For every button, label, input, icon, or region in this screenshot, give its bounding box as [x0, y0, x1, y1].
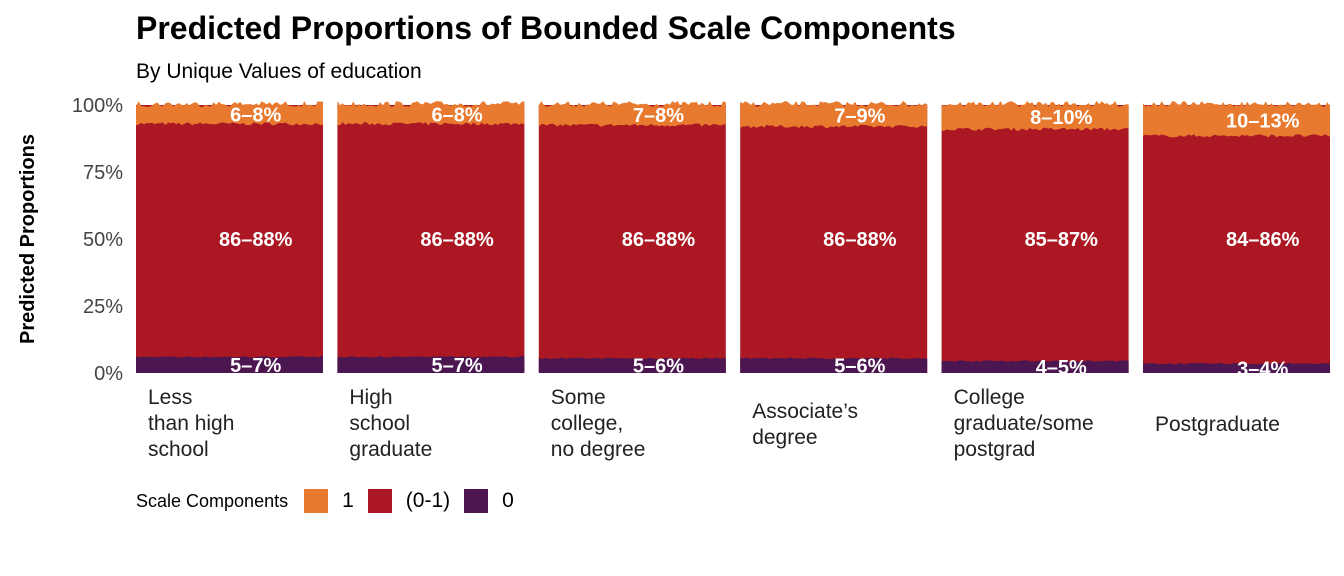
- legend-swatch-0-1: [367, 489, 392, 513]
- label-component-1: 7–9%: [834, 106, 885, 128]
- area-component-0: [538, 357, 726, 373]
- area-component-1: [538, 101, 726, 127]
- area-component-1: [740, 101, 928, 128]
- label-component-0: 3–4%: [1237, 358, 1288, 380]
- facet-panel: 8–10% 85–87% 4–5%: [941, 101, 1129, 379]
- label-component-0-1: 85–87%: [1025, 229, 1099, 251]
- label-component-0-1: 86–88%: [420, 229, 494, 251]
- facet-panel: 6–8% 86–88% 5–7%: [337, 101, 525, 377]
- legend-item-1: 1: [304, 489, 354, 513]
- facet-panel: 7–9% 86–88% 5–6%: [740, 101, 928, 378]
- legend-title: Scale Components: [136, 490, 289, 511]
- y-tick-label: 25%: [83, 296, 123, 318]
- area-component-0-1: [1143, 105, 1330, 373]
- chart-subtitle: By Unique Values of education: [136, 60, 422, 83]
- facet-label: Some college, no degree: [551, 386, 646, 461]
- facet-panel: 6–8% 86–88% 5–7%: [136, 101, 323, 377]
- label-component-0-1: 84–86%: [1226, 229, 1300, 251]
- label-component-0: 4–5%: [1036, 357, 1087, 379]
- label-component-1: 10–13%: [1226, 110, 1300, 132]
- area-component-0: [1143, 362, 1330, 373]
- y-tick-label: 100%: [72, 95, 123, 117]
- legend-swatch-1: [304, 489, 329, 513]
- area-component-0: [740, 357, 928, 373]
- facet-label: Postgraduate: [1155, 413, 1280, 436]
- legend-label-0-1: (0-1): [405, 489, 451, 512]
- chart-title: Predicted Proportions of Bounded Scale C…: [136, 10, 956, 46]
- legend-label-0: 0: [502, 489, 514, 512]
- facet-label: Associate’s degree: [752, 400, 858, 449]
- area-component-1: [1143, 101, 1330, 138]
- area-component-1: [136, 101, 323, 126]
- y-tick-label: 50%: [83, 229, 123, 251]
- label-component-1: 6–8%: [230, 104, 281, 126]
- label-component-0-1: 86–88%: [219, 229, 293, 251]
- chart-plot: Predicted Proportions 0% 25% 50% 75% 100% 6–8%…: [17, 95, 1330, 461]
- facet-panel: 10–13% 84–86% 3–4%: [1143, 101, 1330, 380]
- y-tick-label: 75%: [83, 162, 123, 184]
- legend-item-0-1: (0-1): [367, 489, 451, 513]
- label-component-0: 5–7%: [230, 355, 281, 377]
- label-component-1: 6–8%: [432, 104, 483, 126]
- area-component-0-1: [337, 105, 525, 373]
- facet-panel: 7–8% 86–88% 5–6%: [538, 101, 726, 378]
- label-component-1: 7–8%: [633, 105, 684, 127]
- area-component-1: [941, 101, 1129, 131]
- legend-item-0: 0: [464, 489, 514, 513]
- facet-label: High school graduate: [349, 386, 432, 461]
- area-component-1: [337, 101, 525, 126]
- area-component-0: [941, 360, 1129, 373]
- area-component-0: [136, 356, 323, 373]
- area-component-0-1: [136, 105, 323, 373]
- area-component-0-1: [538, 105, 726, 373]
- label-component-0: 5–7%: [432, 355, 483, 377]
- y-axis-title: Predicted Proportions: [17, 134, 39, 344]
- label-component-0: 5–6%: [834, 356, 885, 378]
- area-component-0-1: [740, 105, 928, 373]
- label-component-0-1: 86–88%: [823, 229, 897, 251]
- legend-swatch-0: [464, 489, 489, 513]
- label-component-0-1: 86–88%: [622, 229, 696, 251]
- facet-label: Less than high school: [148, 386, 234, 461]
- legend-label-1: 1: [342, 489, 354, 512]
- area-component-0: [337, 356, 525, 373]
- label-component-1: 8–10%: [1030, 107, 1092, 129]
- legend: Scale Components 1 (0-1) 0: [136, 486, 528, 516]
- area-component-0-1: [941, 105, 1129, 373]
- y-tick-label: 0%: [94, 363, 123, 385]
- facet-label: College graduate/some postgrad: [954, 386, 1094, 461]
- label-component-0: 5–6%: [633, 356, 684, 378]
